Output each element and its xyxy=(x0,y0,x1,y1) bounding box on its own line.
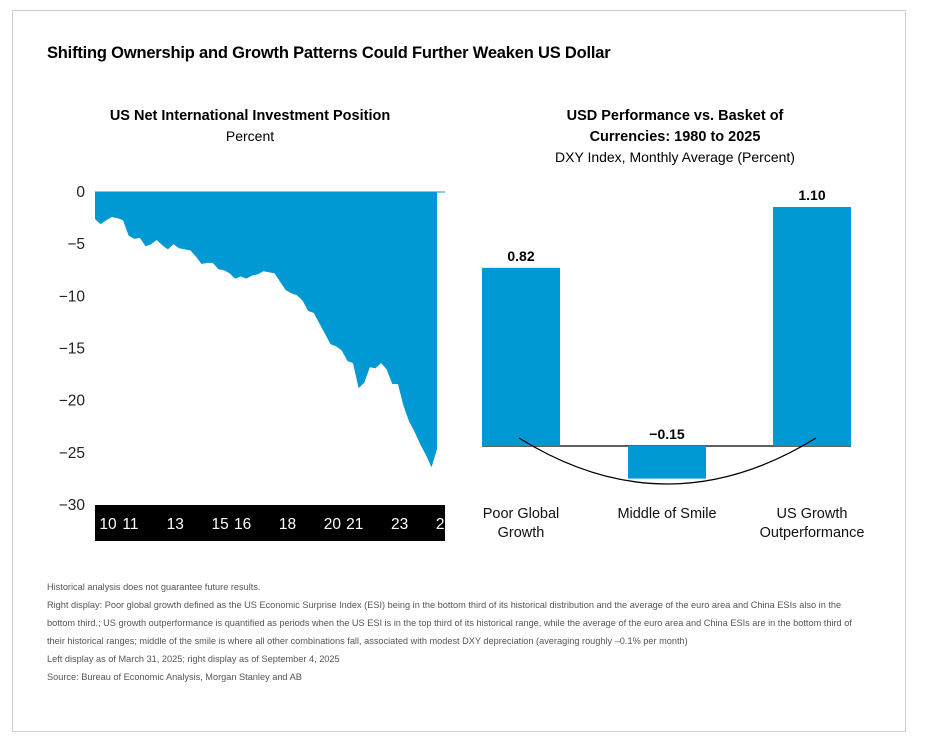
bar xyxy=(628,446,706,479)
bar-value-label: 1.10 xyxy=(798,187,825,203)
y-tick-label: 0 xyxy=(76,184,85,201)
y-tick-label: −30 xyxy=(59,497,86,514)
x-tick-label: 10 xyxy=(99,516,117,533)
x-tick-label: 25 xyxy=(436,516,453,533)
x-tick-label: 20 xyxy=(324,516,342,533)
y-tick-label: −10 xyxy=(59,288,86,305)
left-chart-subtitle: Percent xyxy=(225,128,275,144)
y-tick-label: −15 xyxy=(59,341,85,358)
footnote-dates: Left display as of March 31, 2025; right… xyxy=(47,654,340,664)
bar-value-label: −0.15 xyxy=(649,426,685,442)
category-label: Middle of Smile xyxy=(617,506,716,522)
right-chart-subtitle: DXY Index, Monthly Average (Percent) xyxy=(555,149,795,165)
footnotes: Historical analysis does not guarantee f… xyxy=(47,578,867,686)
category-label: Poor Global xyxy=(483,506,560,522)
right-chart-title: USD Performance vs. Basket of Currencies… xyxy=(566,108,784,145)
bar-value-label: 0.82 xyxy=(507,248,534,264)
footnote-source: Source: Bureau of Economic Analysis, Mor… xyxy=(47,672,302,682)
figure-frame xyxy=(12,10,906,732)
footnote-right-display: Right display: Poor global growth define… xyxy=(47,600,852,646)
footnote-disclaimer: Historical analysis does not guarantee f… xyxy=(47,582,261,592)
x-tick-label: 13 xyxy=(167,516,184,533)
y-tick-label: −25 xyxy=(59,445,85,462)
x-tick-label: 21 xyxy=(346,516,363,533)
figure-title: Shifting Ownership and Growth Patterns C… xyxy=(47,44,611,62)
left-chart-title: US Net International Investment Position xyxy=(109,108,391,124)
y-tick-label: −5 xyxy=(67,236,85,253)
niip-area xyxy=(95,192,438,468)
x-axis-band xyxy=(95,505,445,541)
smile-curve xyxy=(518,437,817,485)
bar xyxy=(482,267,560,446)
category-label: US Growth xyxy=(777,506,848,522)
category-label: Growth xyxy=(498,525,545,541)
x-tick-label: 11 xyxy=(122,516,138,533)
x-tick-label: 18 xyxy=(279,516,296,533)
y-tick-label: −20 xyxy=(59,393,86,410)
x-tick-label: 15 xyxy=(212,516,229,533)
category-label: Outperformance xyxy=(760,525,865,541)
x-tick-label: 16 xyxy=(234,516,251,533)
x-tick-label: 23 xyxy=(391,516,408,533)
bar xyxy=(773,207,851,446)
